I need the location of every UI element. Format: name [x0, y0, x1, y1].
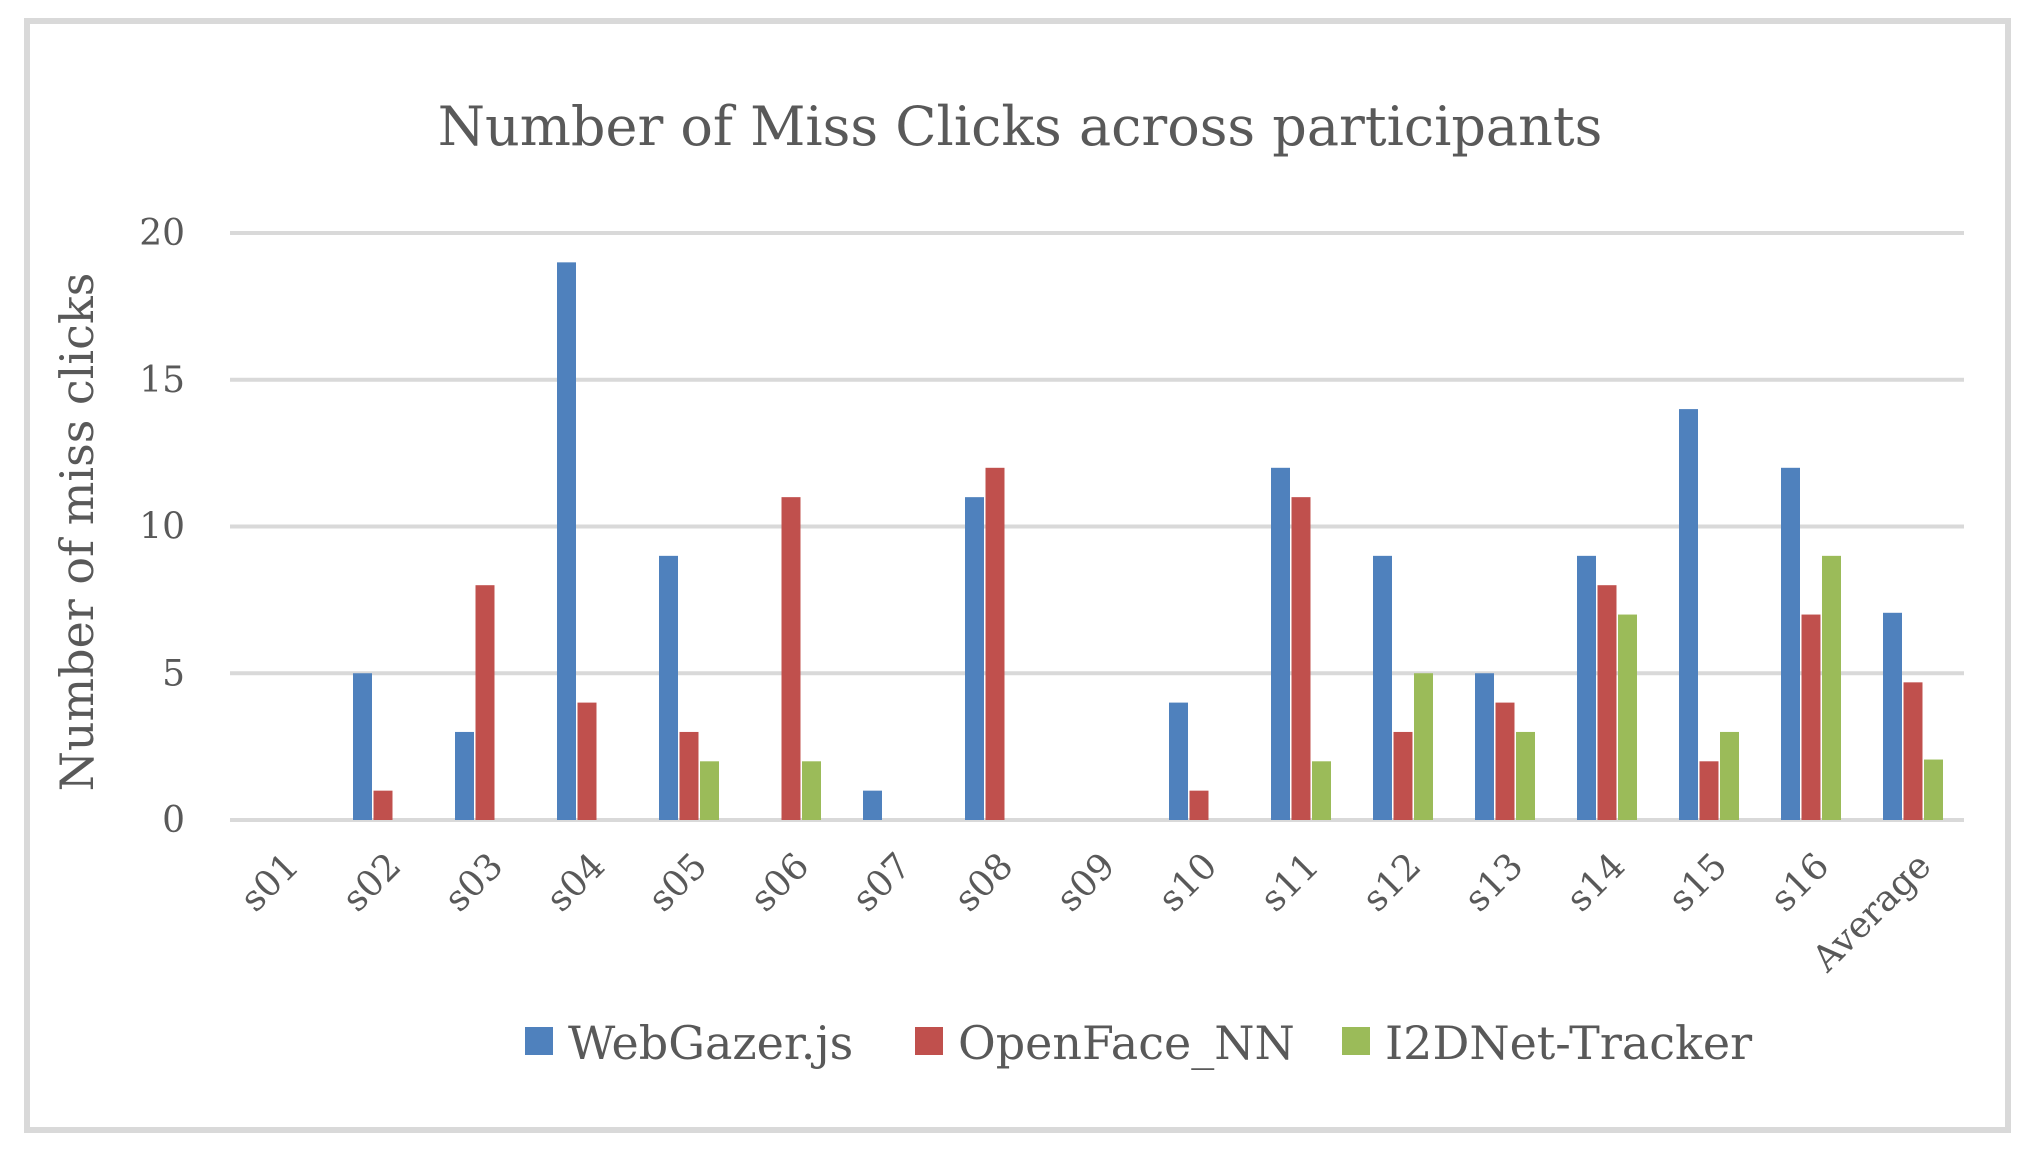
legend-label: OpenFace_NN: [958, 1016, 1295, 1070]
x-tick-label: s05: [641, 845, 715, 919]
bar-WebGazer.js-s03: [455, 731, 474, 820]
x-tick-label: s02: [335, 845, 409, 919]
gridlines: [230, 231, 1964, 822]
bar-OpenFace_NN-s04: [577, 702, 597, 820]
legend-swatch-OpenFace_NN: [915, 1027, 943, 1055]
x-tick-label: s14: [1559, 845, 1633, 919]
bar-I2DNet-Tracker-s05: [700, 761, 719, 820]
x-tick-label: s15: [1661, 845, 1735, 919]
bar-OpenFace_NN-s03: [475, 585, 495, 820]
bar-OpenFace_NN-s13: [1495, 702, 1515, 820]
bar-I2DNet-Tracker-s06: [802, 761, 821, 820]
bar-OpenFace_NN-s10: [1189, 790, 1209, 820]
x-tick-label: s04: [539, 845, 613, 919]
bar-I2DNet-Tracker-s12: [1414, 673, 1433, 820]
x-tick-label: s16: [1763, 845, 1837, 919]
y-tick-label: 15: [139, 360, 185, 401]
bars: [353, 262, 1943, 821]
bar-OpenFace_NN-Average: [1903, 682, 1923, 820]
x-tick-label: s03: [437, 845, 511, 919]
bar-OpenFace_NN-s12: [1393, 731, 1413, 820]
bar-I2DNet-Tracker-s11: [1312, 761, 1331, 820]
bar-WebGazer.js-s12: [1373, 555, 1392, 820]
bar-OpenFace_NN-s08: [985, 467, 1005, 820]
bar-WebGazer.js-s05: [659, 555, 678, 820]
x-tick-label: s09: [1049, 845, 1123, 919]
y-tick-label: 0: [162, 800, 185, 841]
bar-I2DNet-Tracker-Average: [1924, 759, 1943, 820]
x-tick-label: s13: [1457, 845, 1531, 919]
bar-OpenFace_NN-s11: [1291, 497, 1311, 820]
y-tick-labels: 0 5 10 15 20: [139, 213, 185, 841]
legend-label: WebGazer.js: [568, 1016, 853, 1070]
bar-WebGazer.js-s07: [863, 790, 882, 820]
bar-OpenFace_NN-s16: [1801, 614, 1821, 820]
bar-I2DNet-Tracker-s14: [1618, 614, 1637, 820]
chart-title: Number of Miss Clicks across participant…: [438, 95, 1603, 158]
y-tick-label: 20: [139, 213, 185, 254]
x-tick-label: s07: [845, 845, 919, 919]
bar-WebGazer.js-Average: [1883, 612, 1902, 820]
legend: WebGazer.js OpenFace_NN I2DNet-Tracker: [525, 1016, 1752, 1070]
bar-OpenFace_NN-s06: [781, 497, 801, 820]
x-tick-label: s11: [1253, 845, 1327, 919]
x-tick-labels: s01 s02 s03 s04 s05 s06 s07 s08 s09 s10 s11 s12 s13 s…: [233, 845, 1939, 980]
bar-OpenFace_NN-s15: [1699, 761, 1719, 820]
x-tick-label: s10: [1151, 845, 1225, 919]
bar-OpenFace_NN-s05: [679, 731, 699, 820]
bar-WebGazer.js-s16: [1781, 467, 1800, 820]
bar-WebGazer.js-s08: [965, 497, 984, 820]
bar-WebGazer.js-s10: [1169, 702, 1188, 820]
x-tick-label: s06: [743, 845, 817, 919]
x-tick-label: s01: [233, 845, 307, 919]
legend-label: I2DNet-Tracker: [1385, 1016, 1752, 1070]
x-tick-label: s08: [947, 845, 1021, 919]
bar-I2DNet-Tracker-s13: [1516, 731, 1535, 820]
bar-OpenFace_NN-s14: [1597, 585, 1617, 820]
y-tick-label: 5: [162, 653, 185, 694]
legend-swatch-I2DNet-Tracker: [1342, 1027, 1370, 1055]
bar-WebGazer.js-s02: [353, 673, 372, 820]
bar-WebGazer.js-s04: [557, 262, 576, 821]
y-tick-label: 10: [139, 507, 185, 548]
bar-WebGazer.js-s11: [1271, 467, 1290, 820]
legend-swatch-WebGazer.js: [525, 1027, 553, 1055]
bar-WebGazer.js-s13: [1475, 673, 1494, 820]
bar-I2DNet-Tracker-s16: [1822, 555, 1841, 820]
y-axis-title: Number of miss clicks: [50, 273, 104, 792]
x-tick-label: s12: [1355, 845, 1429, 919]
bar-I2DNet-Tracker-s15: [1720, 731, 1739, 820]
bar-WebGazer.js-s14: [1577, 555, 1596, 820]
bar-WebGazer.js-s15: [1679, 409, 1698, 820]
bar-OpenFace_NN-s02: [373, 790, 393, 820]
